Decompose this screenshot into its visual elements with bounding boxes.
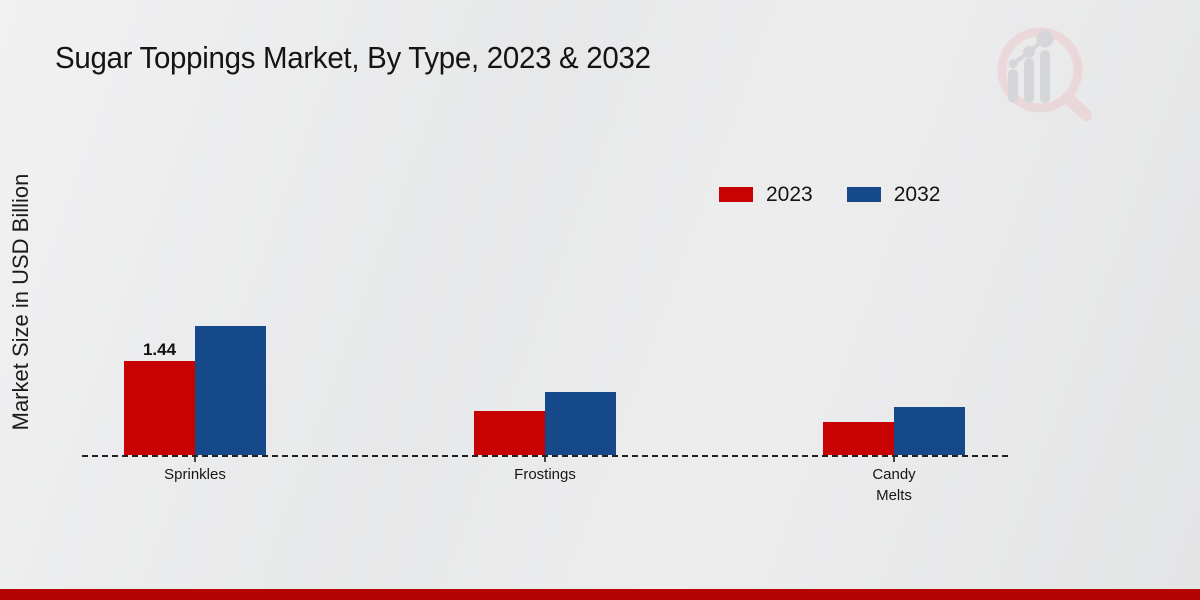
bar-2023-sprinkles: [124, 361, 195, 455]
x-axis-baseline: [82, 455, 1008, 457]
x-axis-category-label: Candy Melts: [872, 466, 916, 504]
bar-2023-candy-melts: [823, 422, 894, 455]
magnifier-bar-chart-logo-icon: [997, 27, 1092, 121]
footer-bar: [0, 589, 1200, 600]
x-axis-tick: [544, 457, 546, 462]
legend-item-2023: 2023: [719, 184, 813, 205]
x-axis-tick: [194, 457, 196, 462]
bar-2032-sprinkles: [195, 326, 266, 455]
legend-item-2032: 2032: [846, 183, 941, 206]
bar-2032-frostings: [545, 392, 616, 455]
chart-title: Sugar Toppings Market, By Type, 2023 & 2…: [55, 40, 651, 75]
legend-swatch-2032: [846, 187, 881, 202]
x-axis-category-label: Sprinkles: [164, 466, 226, 483]
bar-value-label: 1.44: [142, 340, 177, 359]
legend: 2023 2032: [719, 184, 940, 205]
legend-label-2032: 2032: [893, 183, 941, 206]
bar-2032-candy-melts: [894, 407, 965, 455]
x-axis-tick: [893, 457, 895, 462]
x-axis-category-label: Frostings: [514, 466, 576, 483]
legend-swatch-2023: [719, 187, 753, 202]
bar-2023-frostings: [474, 411, 545, 455]
legend-label-2023: 2023: [766, 183, 813, 206]
